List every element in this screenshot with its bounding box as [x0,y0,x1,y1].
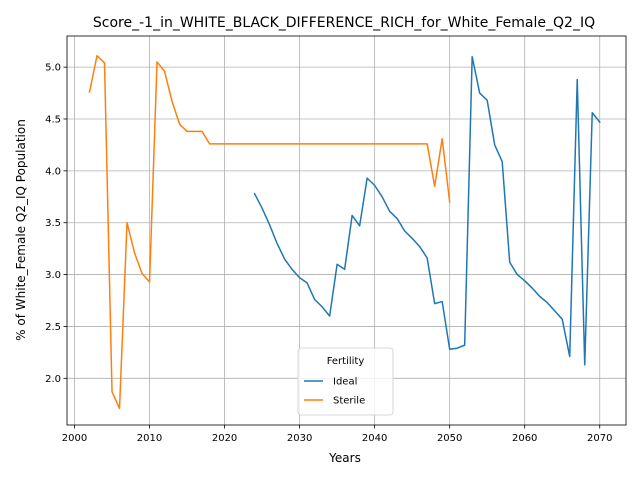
x-axis-label: Years [328,451,361,465]
x-tick-label: 2030 [287,433,312,444]
y-tick-label: 4.0 [45,166,61,177]
x-tick-label: 2000 [62,433,87,444]
y-axis-label: % of White_Female Q2_IQ Population [14,119,28,341]
grid [67,36,626,425]
legend-title: Fertility [327,356,365,367]
y-tick-label: 2.0 [45,374,61,385]
x-tick-label: 2010 [137,433,162,444]
x-tick-label: 2060 [512,433,537,444]
plot-area-frame [66,35,627,426]
series-line-sterile [88,54,451,410]
y-tick-label: 5.0 [45,63,61,74]
x-tick-label: 2070 [587,433,612,444]
legend-label-ideal: Ideal [333,377,357,388]
series-line-ideal [253,56,601,366]
series-lines [88,54,601,410]
legend-label-sterile: Sterile [333,396,365,407]
x-tick-label: 2050 [437,433,462,444]
y-tick-label: 2.5 [45,322,61,333]
y-tick-label: 3.5 [45,218,61,229]
x-tick-label: 2040 [362,433,387,444]
legend: Fertility Ideal Sterile [297,347,394,416]
axis-ticks: 2000 2010 2020 2030 2040 2050 2060 2070 2.0 2.5 3.… [45,63,612,444]
chart-title: Score_-1_in_WHITE_BLACK_DIFFERENCE_RICH_… [93,15,595,31]
y-tick-label: 4.5 [45,114,61,125]
legend-box [297,347,394,416]
x-tick-label: 2020 [212,433,237,444]
y-tick-label: 3.0 [45,270,61,281]
